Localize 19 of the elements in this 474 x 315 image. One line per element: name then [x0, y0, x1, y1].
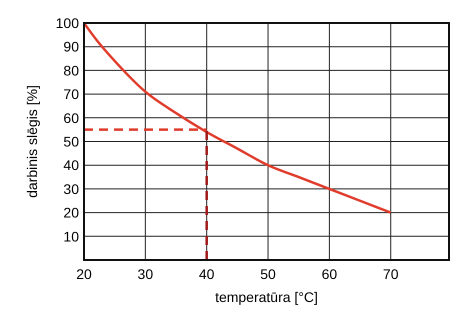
y-tick-label: 10 — [63, 228, 80, 244]
x-tick-label: 30 — [138, 266, 154, 282]
y-tick-label: 80 — [63, 62, 80, 78]
y-tick-label: 50 — [63, 134, 80, 150]
line-series — [82, 22, 392, 214]
y-axis-title: darbinis slēgis [%] — [24, 85, 40, 198]
x-tick-label: 50 — [260, 266, 276, 282]
x-axis-title: temperatūra [°C] — [215, 289, 318, 305]
y-tick-label: 90 — [63, 38, 80, 55]
y-tick-label: 70 — [63, 86, 80, 102]
x-tick-label: 20 — [76, 266, 92, 282]
y-tick-label: 100 — [56, 15, 80, 31]
x-tick-label: 70 — [382, 266, 399, 282]
x-tick-label: 60 — [322, 266, 338, 282]
y-tick-label: 20 — [63, 204, 80, 221]
y-tick-label: 40 — [63, 157, 80, 174]
y-tick-label: 30 — [63, 180, 80, 197]
y-tick-label: 60 — [63, 110, 80, 126]
x-tick-label: 40 — [198, 266, 215, 282]
